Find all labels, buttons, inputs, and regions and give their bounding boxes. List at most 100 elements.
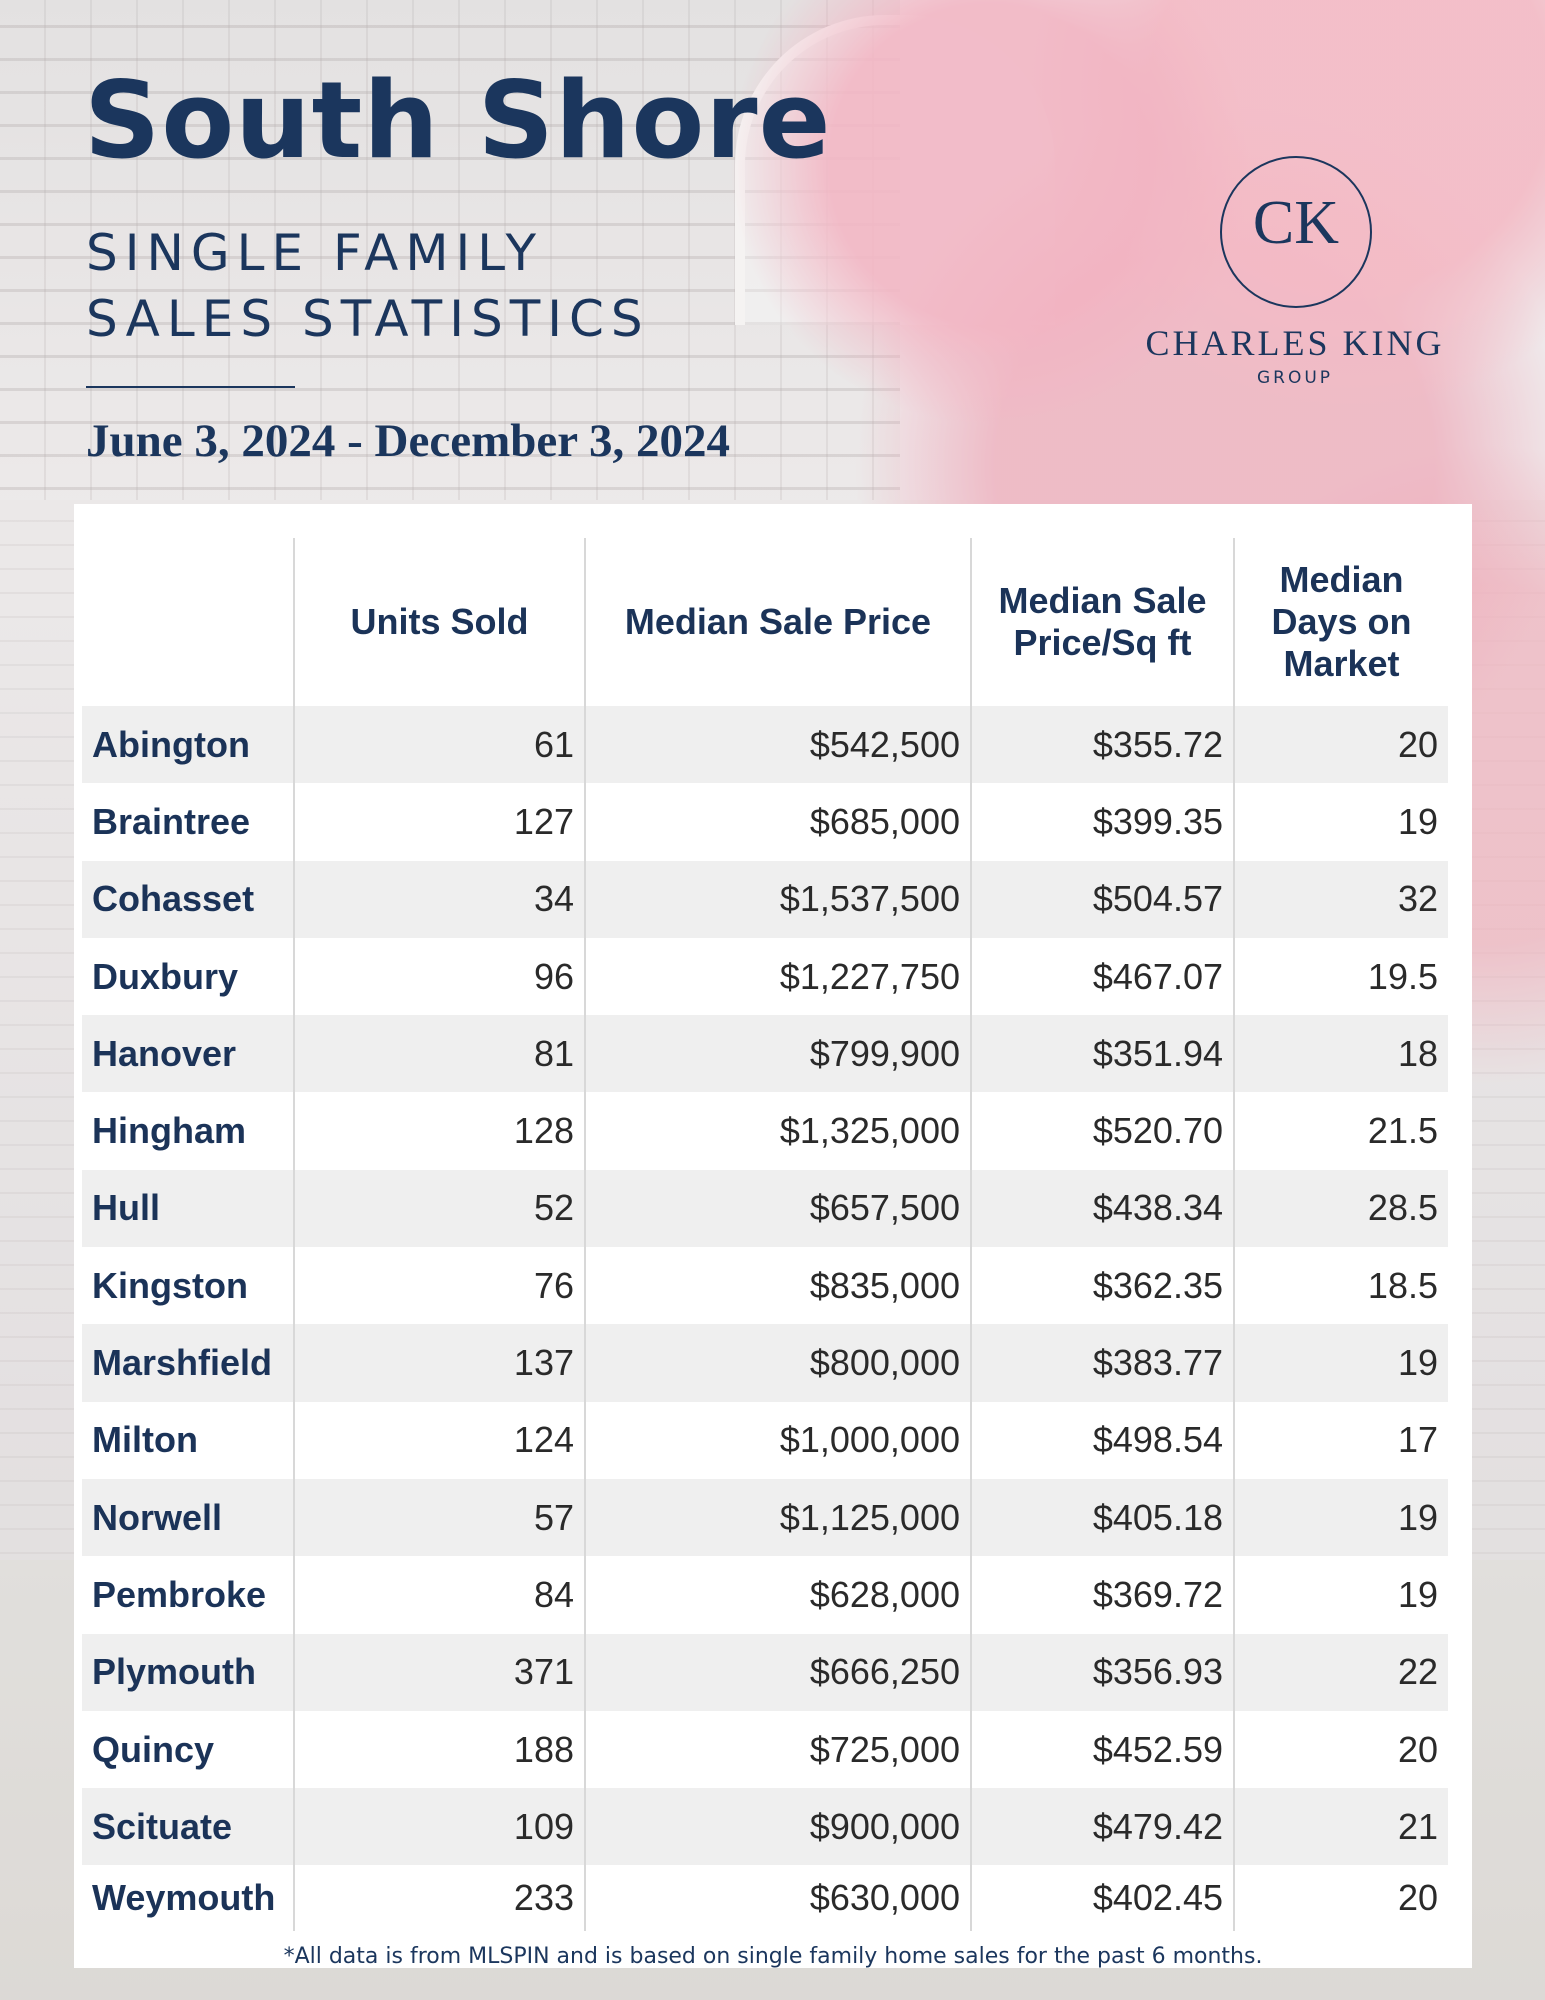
table-row: Plymouth 371 $666,250 $356.93 22	[82, 1633, 1448, 1711]
header-days-on-market-line-2: Days on	[1271, 601, 1412, 642]
median-price-per-sqft: $402.45	[970, 1865, 1234, 1932]
units-sold: 128	[293, 1092, 585, 1170]
table-row: Cohasset 34 $1,537,500 $504.57 32	[82, 860, 1448, 938]
header-median-sale-price: Median Sale Price	[584, 538, 971, 706]
town-name: Hingham	[92, 1110, 247, 1152]
table-row: Norwell 57 $1,125,000 $405.18 19	[82, 1478, 1448, 1557]
table-row: Weymouth 233 $630,000 $402.45 20	[82, 1865, 1448, 1932]
units-sold: 76	[293, 1247, 585, 1325]
median-price-per-sqft: $504.57	[970, 860, 1234, 938]
median-days-on-market: 20	[1233, 1710, 1448, 1789]
units-sold: 57	[293, 1478, 585, 1557]
median-sale-price: $542,500	[584, 706, 971, 784]
town-name: Kingston	[92, 1264, 248, 1306]
median-price-per-sqft: $399.35	[970, 783, 1234, 861]
logo-monogram: CK	[1252, 189, 1340, 257]
median-days-on-market: 18	[1233, 1015, 1448, 1093]
units-sold: 127	[293, 783, 585, 861]
town-name: Milton	[92, 1419, 198, 1461]
date-range: June 3, 2024 - December 3, 2024	[86, 415, 730, 467]
units-sold: 109	[293, 1788, 585, 1866]
table-header-row: Units Sold Median Sale Price Median Sale…	[82, 538, 1448, 706]
units-sold: 81	[293, 1015, 585, 1093]
median-sale-price: $1,537,500	[584, 860, 971, 938]
median-price-per-sqft: $355.72	[970, 706, 1234, 784]
median-days-on-market: 19	[1233, 1556, 1448, 1634]
subtitle-line-2: SALES STATISTICS	[86, 290, 650, 348]
town-name: Hanover	[82, 1015, 294, 1093]
units-sold: 52	[293, 1169, 585, 1248]
median-sale-price: $1,227,750	[584, 937, 971, 1016]
stats-panel: Units Sold Median Sale Price Median Sale…	[74, 504, 1472, 1969]
median-sale-price: $1,000,000	[584, 1401, 971, 1479]
table-row: Duxbury 96 $1,227,750 $467.07 19.5	[82, 937, 1448, 1016]
sales-table: Units Sold Median Sale Price Median Sale…	[82, 538, 1448, 1932]
units-sold: 124	[293, 1401, 585, 1479]
header-divider	[86, 386, 295, 388]
units-sold: 96	[293, 937, 585, 1016]
median-price-per-sqft: $452.59	[970, 1710, 1234, 1789]
table-row: Hanover 81 $799,900 $351.94 18	[82, 1015, 1448, 1093]
median-sale-price: $1,125,000	[584, 1478, 971, 1557]
logo-name: CHARLES KING	[1145, 323, 1445, 363]
page-title: South Shore	[84, 59, 832, 182]
header-town	[82, 538, 294, 706]
units-sold: 188	[293, 1710, 585, 1789]
median-price-per-sqft: $383.77	[970, 1324, 1234, 1402]
median-days-on-market: 21	[1233, 1788, 1448, 1866]
town-name: Cohasset	[82, 860, 294, 938]
median-days-on-market: 19	[1233, 1324, 1448, 1402]
table-row: Kingston 76 $835,000 $362.35 18.5	[82, 1247, 1448, 1325]
units-sold: 34	[293, 860, 585, 938]
median-days-on-market: 28.5	[1233, 1169, 1448, 1248]
town-name: Pembroke	[92, 1573, 267, 1615]
median-price-per-sqft: $520.70	[970, 1092, 1234, 1170]
town-name: Plymouth	[82, 1633, 294, 1711]
median-sale-price: $628,000	[584, 1556, 971, 1634]
footnote: *All data is from MLSPIN and is based on…	[283, 1944, 1263, 1969]
header-days-on-market-line-3: Market	[1283, 643, 1400, 684]
subtitle-line-1: SINGLE FAMILY	[86, 224, 543, 282]
median-sale-price: $799,900	[584, 1015, 971, 1093]
units-sold: 137	[293, 1324, 585, 1402]
median-days-on-market: 21.5	[1233, 1092, 1448, 1170]
town-name: Marshfield	[82, 1324, 294, 1402]
median-price-per-sqft: $467.07	[970, 937, 1234, 1016]
town-name: Scituate	[82, 1788, 294, 1866]
median-sale-price: $900,000	[584, 1788, 971, 1866]
median-price-per-sqft: $356.93	[970, 1633, 1234, 1711]
town-name: Hull	[82, 1169, 294, 1248]
table-row: Braintree 127 $685,000 $399.35 19	[82, 783, 1448, 861]
median-price-per-sqft: $438.34	[970, 1169, 1234, 1248]
units-sold: 371	[293, 1633, 585, 1711]
median-sale-price: $685,000	[584, 783, 971, 861]
logo-circle: CK	[1220, 156, 1372, 308]
median-sale-price: $800,000	[584, 1324, 971, 1402]
median-price-per-sqft: $405.18	[970, 1478, 1234, 1557]
median-days-on-market: 32	[1233, 860, 1448, 938]
median-sale-price: $835,000	[584, 1247, 971, 1325]
header-price-per-sqft-line-2: Price/Sq ft	[1013, 622, 1192, 663]
median-price-per-sqft: $369.72	[970, 1556, 1234, 1634]
header-price-per-sqft-line-1: Median Sale	[998, 580, 1207, 621]
table-row: Abington 61 $542,500 $355.72 20	[82, 706, 1448, 784]
median-days-on-market: 17	[1233, 1401, 1448, 1479]
table-row: Scituate 109 $900,000 $479.42 21	[82, 1788, 1448, 1866]
units-sold: 233	[293, 1865, 585, 1932]
table-row: Pembroke 84 $628,000 $369.72 19	[82, 1556, 1448, 1634]
town-name: Norwell	[82, 1478, 294, 1557]
header-days-on-market-line-1: Median	[1279, 559, 1404, 600]
median-days-on-market: 19	[1233, 1478, 1448, 1557]
median-price-per-sqft: $351.94	[970, 1015, 1234, 1093]
header-units-sold: Units Sold	[293, 538, 585, 706]
median-days-on-market: 19	[1233, 783, 1448, 861]
town-name: Duxbury	[92, 955, 239, 997]
town-name: Weymouth	[82, 1865, 294, 1932]
table-row: Hull 52 $657,500 $438.34 28.5	[82, 1169, 1448, 1248]
logo-group: GROUP	[1256, 368, 1334, 388]
median-price-per-sqft: $498.54	[970, 1401, 1234, 1479]
town-name: Abington	[82, 706, 294, 784]
median-days-on-market: 20	[1233, 706, 1448, 784]
units-sold: 84	[293, 1556, 585, 1634]
median-days-on-market: 18.5	[1233, 1247, 1448, 1325]
